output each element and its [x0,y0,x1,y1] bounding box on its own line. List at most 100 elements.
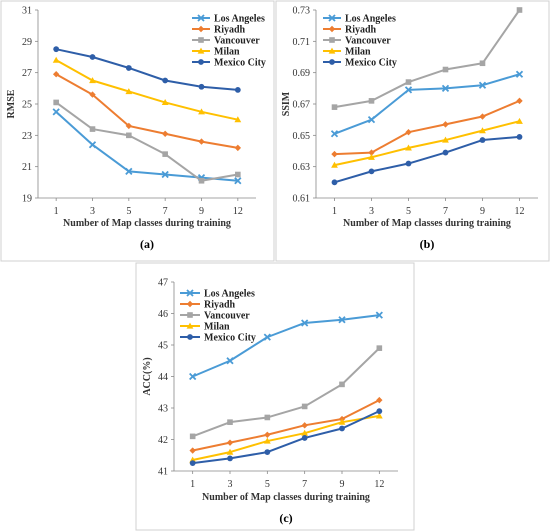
panel-label: (c) [279,511,292,525]
y-tick-label: 0.69 [293,68,311,79]
data-point [126,133,132,139]
data-point [126,65,132,71]
data-point [90,54,96,60]
y-tick-label: 0.65 [293,131,311,142]
legend-label: Milan [204,322,230,333]
x-tick-label: 9 [199,206,204,217]
data-point [339,382,345,388]
legend-label: Riyadh [204,300,236,311]
legend-label: Milan [345,47,371,58]
chart-frame [136,263,414,530]
data-point [162,78,168,84]
legend-marker [198,59,204,65]
x-tick-label: 12 [233,206,243,217]
data-point [199,178,205,184]
legend-label: Vancouver [345,36,391,47]
y-tick-label: 0.61 [293,194,311,205]
x-tick-label: 1 [332,206,337,217]
x-tick-label: 5 [406,206,411,217]
legend-marker [198,37,204,43]
x-tick-label: 1 [190,479,195,490]
y-tick-label: 46 [158,309,168,320]
legend-label: Riyadh [214,25,246,36]
x-tick-label: 3 [90,206,95,217]
y-tick-label: 19 [22,194,32,205]
x-axis-label: Number of Map classes during training [63,218,231,229]
legend-label: Mexico City [214,58,266,69]
data-point [199,84,205,90]
x-tick-label: 12 [515,206,525,217]
legend-marker [329,59,335,65]
data-point [53,100,59,106]
data-point [190,434,196,440]
legend-marker [329,37,335,43]
x-tick-label: 9 [340,479,345,490]
y-tick-label: 42 [158,435,168,446]
y-tick-label: 43 [158,404,168,415]
y-tick-label: 45 [158,341,168,352]
data-point [227,456,233,462]
x-tick-label: 7 [163,206,168,217]
data-point [90,126,96,132]
x-tick-label: 12 [374,479,384,490]
legend-label: Riyadh [345,25,377,36]
y-tick-label: 0.67 [293,100,311,111]
data-point [190,460,196,466]
x-axis-label: Number of Map classes during training [202,492,370,503]
legend-label: Vancouver [204,311,250,322]
data-point [406,161,412,167]
chart-panel-b: 0.610.630.650.670.690.710.731357912Numbe… [276,1,549,261]
x-tick-label: 1 [54,206,59,217]
panel-label: (b) [420,237,435,251]
data-point [480,137,486,143]
y-tick-label: 0.73 [293,6,311,17]
legend-marker [187,312,193,318]
data-point [265,415,271,421]
data-point [377,345,383,351]
data-point [369,98,375,104]
y-axis-label: SSIM [281,91,292,116]
x-tick-label: 3 [228,479,233,490]
data-point [406,79,412,85]
chart-panel-c: 414243444546471357912Number of Map class… [136,263,414,530]
panel-label: (a) [140,237,154,251]
data-point [235,87,241,93]
x-tick-label: 5 [265,479,270,490]
y-tick-label: 25 [22,100,32,111]
data-point [376,408,382,414]
y-tick-label: 41 [158,467,168,478]
data-point [332,104,338,110]
y-axis-label: RMSE [6,89,17,118]
chart-panel-a: 192123252729311357912Number of Map class… [1,1,274,261]
legend-marker [187,334,193,340]
x-tick-label: 3 [369,206,374,217]
data-point [53,46,59,52]
data-point [517,134,523,140]
x-axis-label: Number of Map classes during training [343,218,511,229]
data-point [443,67,449,73]
y-tick-label: 44 [158,372,168,383]
legend-label: Los Angeles [204,289,255,300]
y-axis-label: ACC(%) [142,357,153,395]
y-tick-label: 31 [22,6,32,17]
data-point [227,419,233,425]
y-tick-label: 47 [158,278,168,289]
y-tick-label: 0.63 [293,162,311,173]
legend-label: Los Angeles [214,14,265,25]
data-point [332,179,338,185]
x-tick-label: 9 [480,206,485,217]
data-point [339,426,345,432]
data-point [369,168,375,174]
y-tick-label: 27 [22,68,32,79]
data-point [264,449,270,455]
data-point [162,151,168,157]
legend-label: Los Angeles [345,14,396,25]
data-point [302,404,308,410]
y-tick-label: 29 [22,37,32,48]
legend-label: Milan [214,47,240,58]
legend-label: Mexico City [204,333,256,344]
data-point [517,7,523,13]
x-tick-label: 7 [443,206,448,217]
legend-label: Mexico City [345,58,397,69]
